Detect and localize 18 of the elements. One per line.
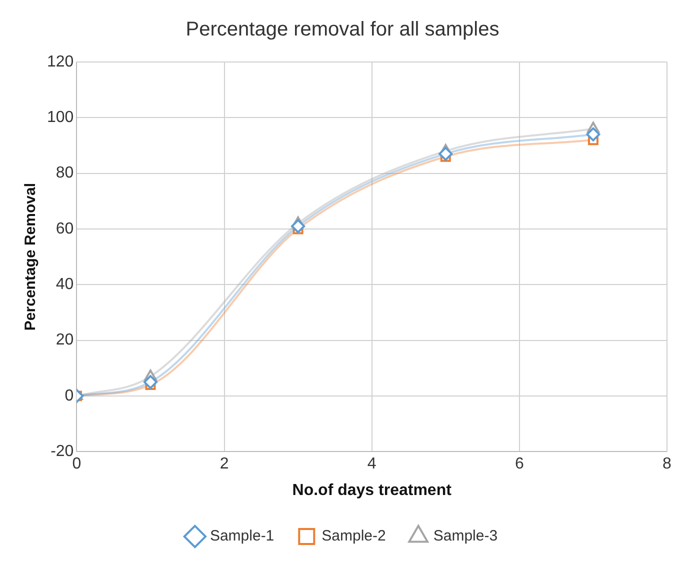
y-tick-label: -20: [50, 443, 74, 460]
x-tick-label: 4: [367, 456, 376, 473]
y-tick-label: 40: [56, 276, 74, 294]
chart-title: Percentage removal for all samples: [186, 18, 500, 41]
x-tick-label: 8: [662, 456, 672, 473]
y-tick-label: 80: [56, 164, 74, 182]
legend-label: Sample-3: [433, 528, 498, 545]
x-axis-title: No.of days treatment: [292, 482, 452, 499]
y-tick-label: 60: [56, 220, 74, 238]
y-tick-label: 120: [46, 53, 74, 70]
y-axis-title: Percentage Removal: [22, 183, 40, 331]
x-tick-label: 6: [514, 456, 524, 473]
y-tick-label: 100: [46, 109, 74, 126]
legend-label: Sample-1: [210, 528, 274, 545]
x-tick-label: 2: [220, 456, 229, 473]
y-tick-label: 0: [64, 387, 74, 404]
legend-label: Sample-2: [322, 528, 386, 545]
y-tick-label: 20: [56, 332, 74, 349]
